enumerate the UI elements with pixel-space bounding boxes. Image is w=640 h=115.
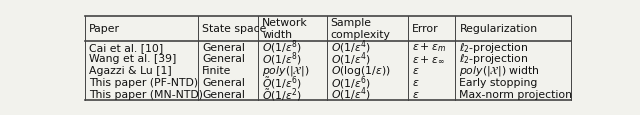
Text: General: General — [202, 42, 244, 52]
Text: This paper (MN-NTD): This paper (MN-NTD) — [89, 89, 203, 99]
Text: $\ell_2$-projection: $\ell_2$-projection — [460, 52, 529, 66]
Text: $O(1/\epsilon^4)$: $O(1/\epsilon^4)$ — [331, 39, 371, 56]
Text: $O(1/\epsilon^4)$: $O(1/\epsilon^4)$ — [331, 85, 371, 103]
Text: $poly(|\mathcal{X}|)$: $poly(|\mathcal{X}|)$ — [262, 64, 310, 78]
Text: $\epsilon$: $\epsilon$ — [412, 77, 420, 87]
Text: General: General — [202, 54, 244, 64]
Text: $O(\log(1/\epsilon))$: $O(\log(1/\epsilon))$ — [331, 64, 390, 78]
Text: This paper (PF-NTD): This paper (PF-NTD) — [89, 77, 198, 87]
Text: Early stopping: Early stopping — [460, 77, 538, 87]
Text: $poly(|\mathcal{X}|)$ width: $poly(|\mathcal{X}|)$ width — [460, 64, 540, 78]
Text: Paper: Paper — [89, 24, 120, 34]
Text: $\epsilon$: $\epsilon$ — [412, 89, 420, 99]
Text: Wang et al. [39]: Wang et al. [39] — [89, 54, 176, 64]
Text: $\epsilon$: $\epsilon$ — [412, 66, 420, 76]
Text: $\tilde{O}(1/\epsilon^2)$: $\tilde{O}(1/\epsilon^2)$ — [262, 86, 303, 102]
Text: Agazzi & Lu [1]: Agazzi & Lu [1] — [89, 66, 172, 76]
Text: Network
width: Network width — [262, 18, 308, 40]
Text: Finite: Finite — [202, 66, 231, 76]
Text: General: General — [202, 89, 244, 99]
Text: Error: Error — [412, 24, 439, 34]
Text: $\epsilon + \epsilon_\infty$: $\epsilon + \epsilon_\infty$ — [412, 54, 445, 64]
Text: Regularization: Regularization — [460, 24, 538, 34]
Text: General: General — [202, 77, 244, 87]
Text: $O(1/\epsilon^8)$: $O(1/\epsilon^8)$ — [262, 50, 303, 68]
Text: $O(1/\epsilon^4)$: $O(1/\epsilon^4)$ — [331, 50, 371, 68]
Text: $\tilde{O}(1/\epsilon^6)$: $\tilde{O}(1/\epsilon^6)$ — [262, 74, 303, 90]
Text: Sample
complexity: Sample complexity — [331, 18, 390, 40]
Text: Max-norm projection: Max-norm projection — [460, 89, 572, 99]
Text: $O(1/\epsilon^8)$: $O(1/\epsilon^8)$ — [262, 39, 303, 56]
Text: $\ell_2$-projection: $\ell_2$-projection — [460, 40, 529, 54]
Text: State space: State space — [202, 24, 266, 34]
Text: Cai et al. [10]: Cai et al. [10] — [89, 42, 163, 52]
Text: $\epsilon + \epsilon_m$: $\epsilon + \epsilon_m$ — [412, 41, 446, 54]
Text: $O(1/\epsilon^6)$: $O(1/\epsilon^6)$ — [331, 73, 371, 91]
